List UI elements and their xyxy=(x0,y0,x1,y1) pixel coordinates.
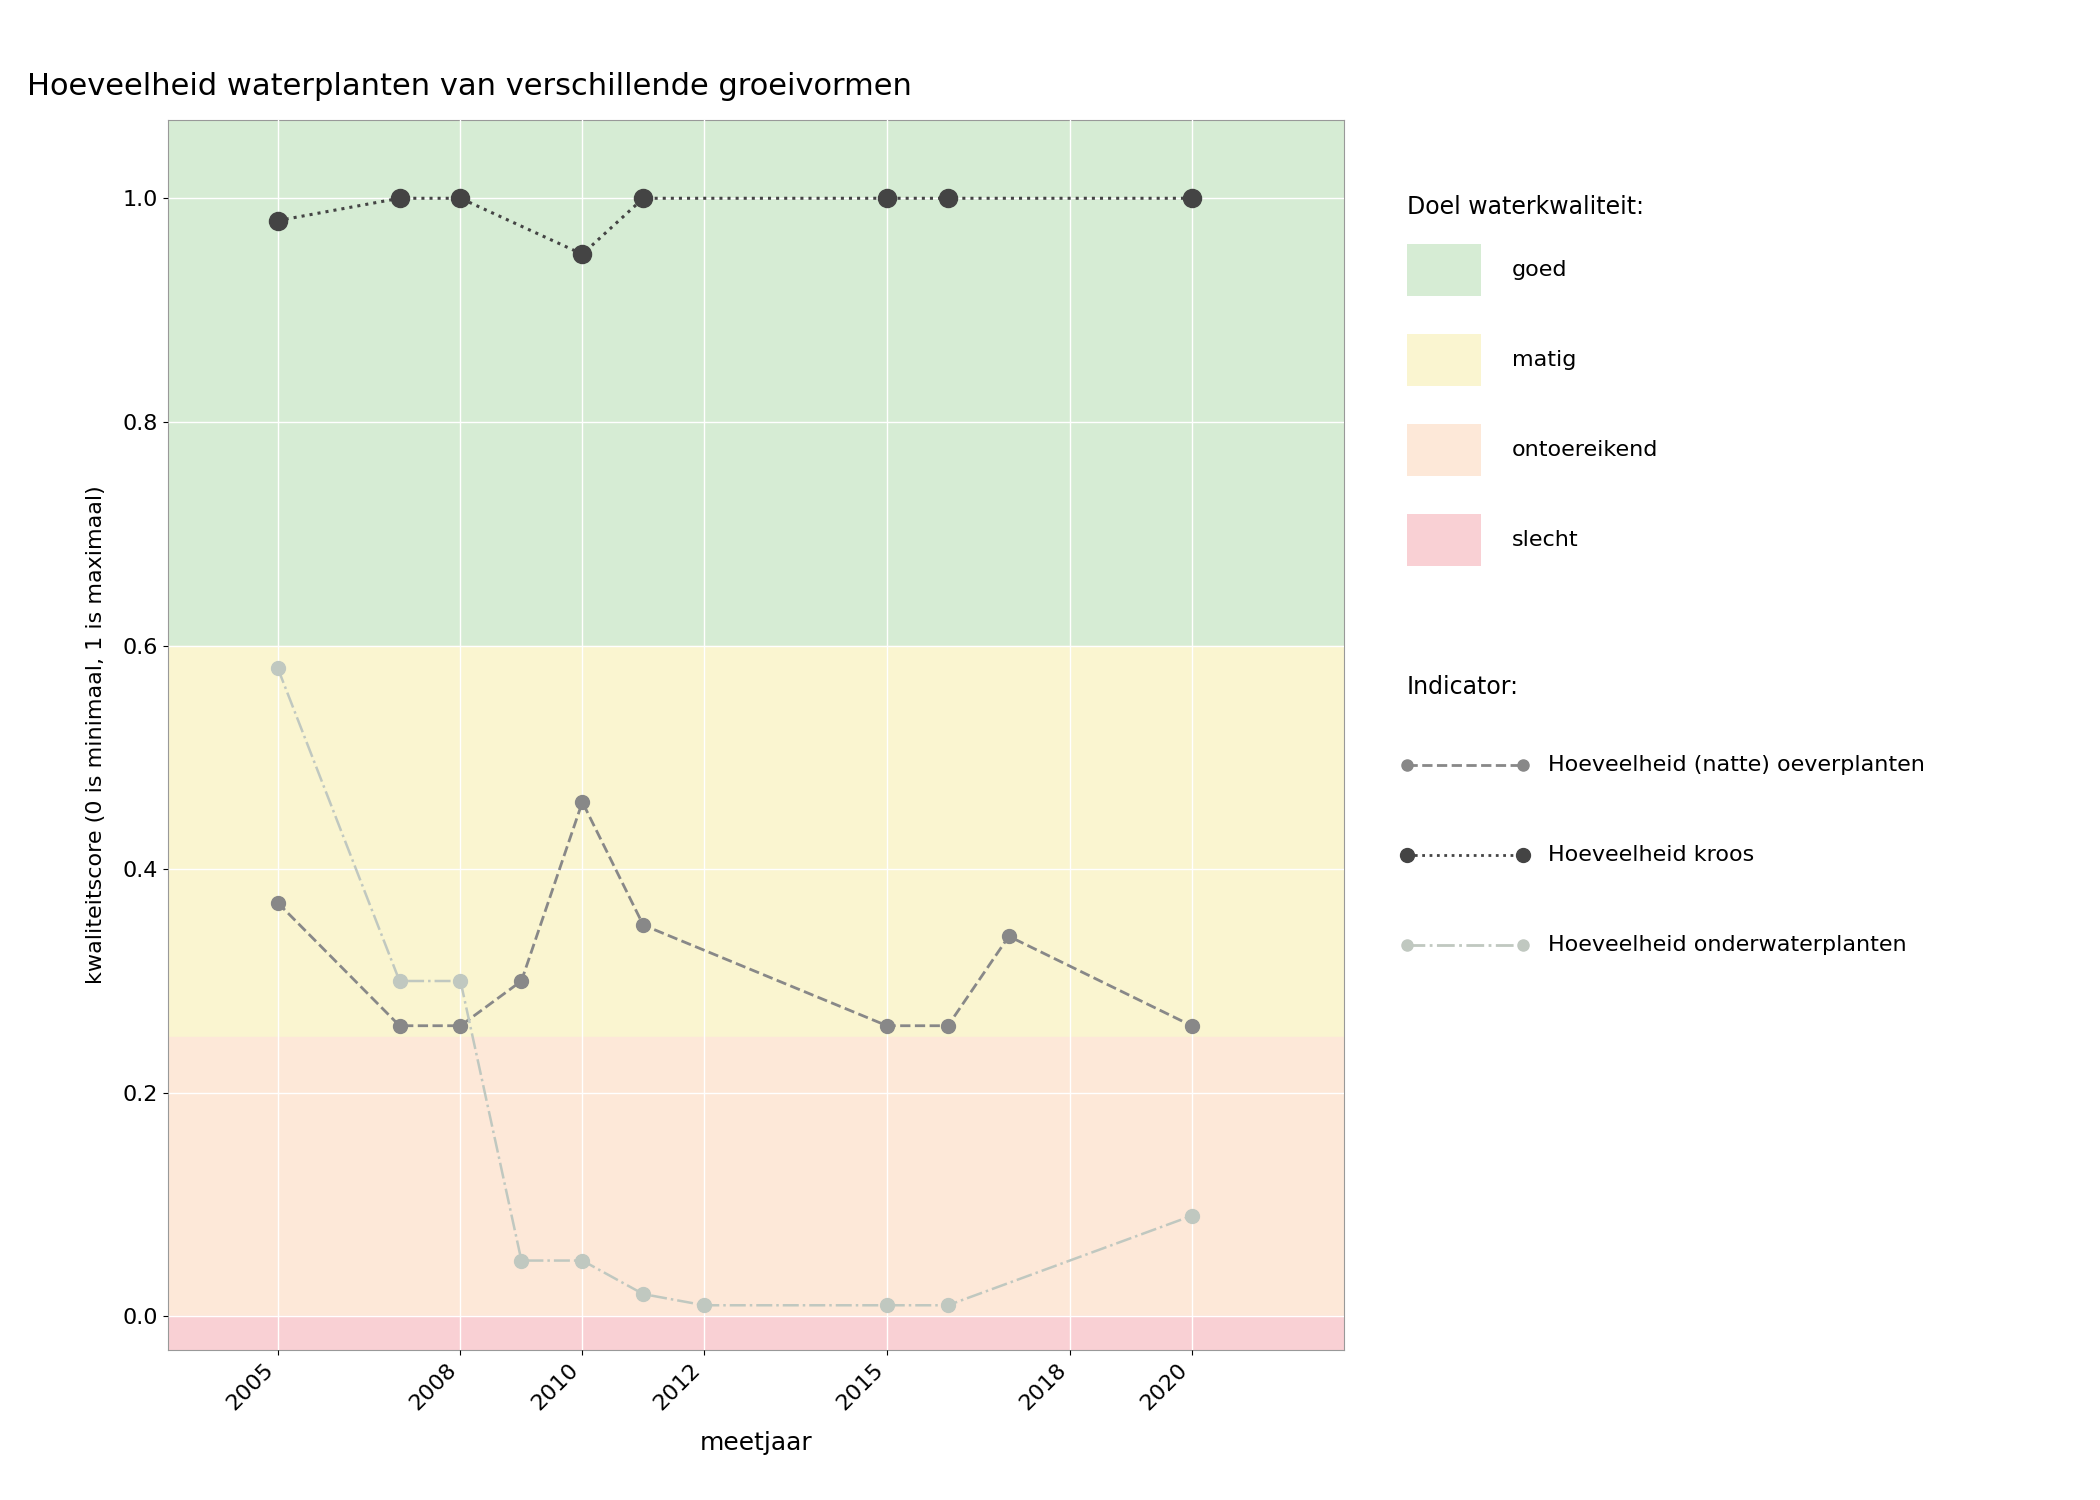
Text: matig: matig xyxy=(1512,350,1577,370)
Text: ontoereikend: ontoereikend xyxy=(1512,440,1659,460)
X-axis label: meetjaar: meetjaar xyxy=(699,1431,813,1455)
Y-axis label: kwaliteitscore (0 is minimaal, 1 is maximaal): kwaliteitscore (0 is minimaal, 1 is maxi… xyxy=(86,486,107,984)
Text: Hoeveelheid (natte) oeverplanten: Hoeveelheid (natte) oeverplanten xyxy=(1548,754,1924,776)
Text: slecht: slecht xyxy=(1512,530,1579,550)
Text: Indicator:: Indicator: xyxy=(1407,675,1518,699)
Text: Hoeveelheid waterplanten van verschillende groeivormen: Hoeveelheid waterplanten van verschillen… xyxy=(27,72,911,100)
Bar xyxy=(168,120,1344,645)
Text: goed: goed xyxy=(1512,260,1567,280)
Bar xyxy=(168,645,1344,1036)
Bar xyxy=(168,1036,1344,1317)
Text: Hoeveelheid onderwaterplanten: Hoeveelheid onderwaterplanten xyxy=(1548,934,1907,956)
Text: Doel waterkwaliteit:: Doel waterkwaliteit: xyxy=(1407,195,1644,219)
Bar xyxy=(168,1317,1344,1350)
Text: Hoeveelheid kroos: Hoeveelheid kroos xyxy=(1548,844,1754,865)
